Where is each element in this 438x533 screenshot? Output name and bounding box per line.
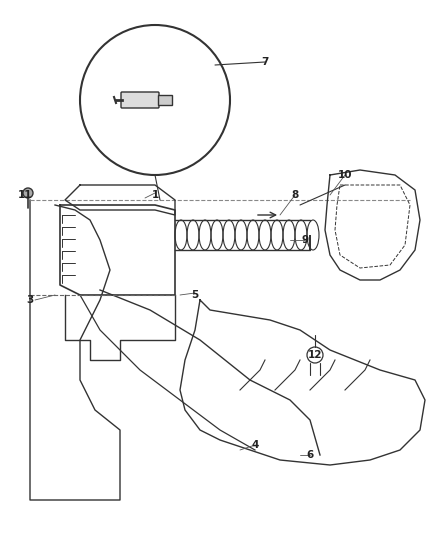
Circle shape xyxy=(23,188,33,198)
FancyBboxPatch shape xyxy=(121,92,159,108)
Text: 6: 6 xyxy=(306,450,314,460)
Text: 4: 4 xyxy=(251,440,259,450)
Text: 5: 5 xyxy=(191,290,198,300)
FancyBboxPatch shape xyxy=(158,95,172,105)
Text: 9: 9 xyxy=(301,235,308,245)
Text: 10: 10 xyxy=(338,170,352,180)
Text: 12: 12 xyxy=(308,350,322,360)
Text: 1: 1 xyxy=(152,190,159,200)
Text: 7: 7 xyxy=(261,57,268,67)
Text: 11: 11 xyxy=(18,190,32,200)
Text: 3: 3 xyxy=(26,295,34,305)
Text: 8: 8 xyxy=(291,190,299,200)
